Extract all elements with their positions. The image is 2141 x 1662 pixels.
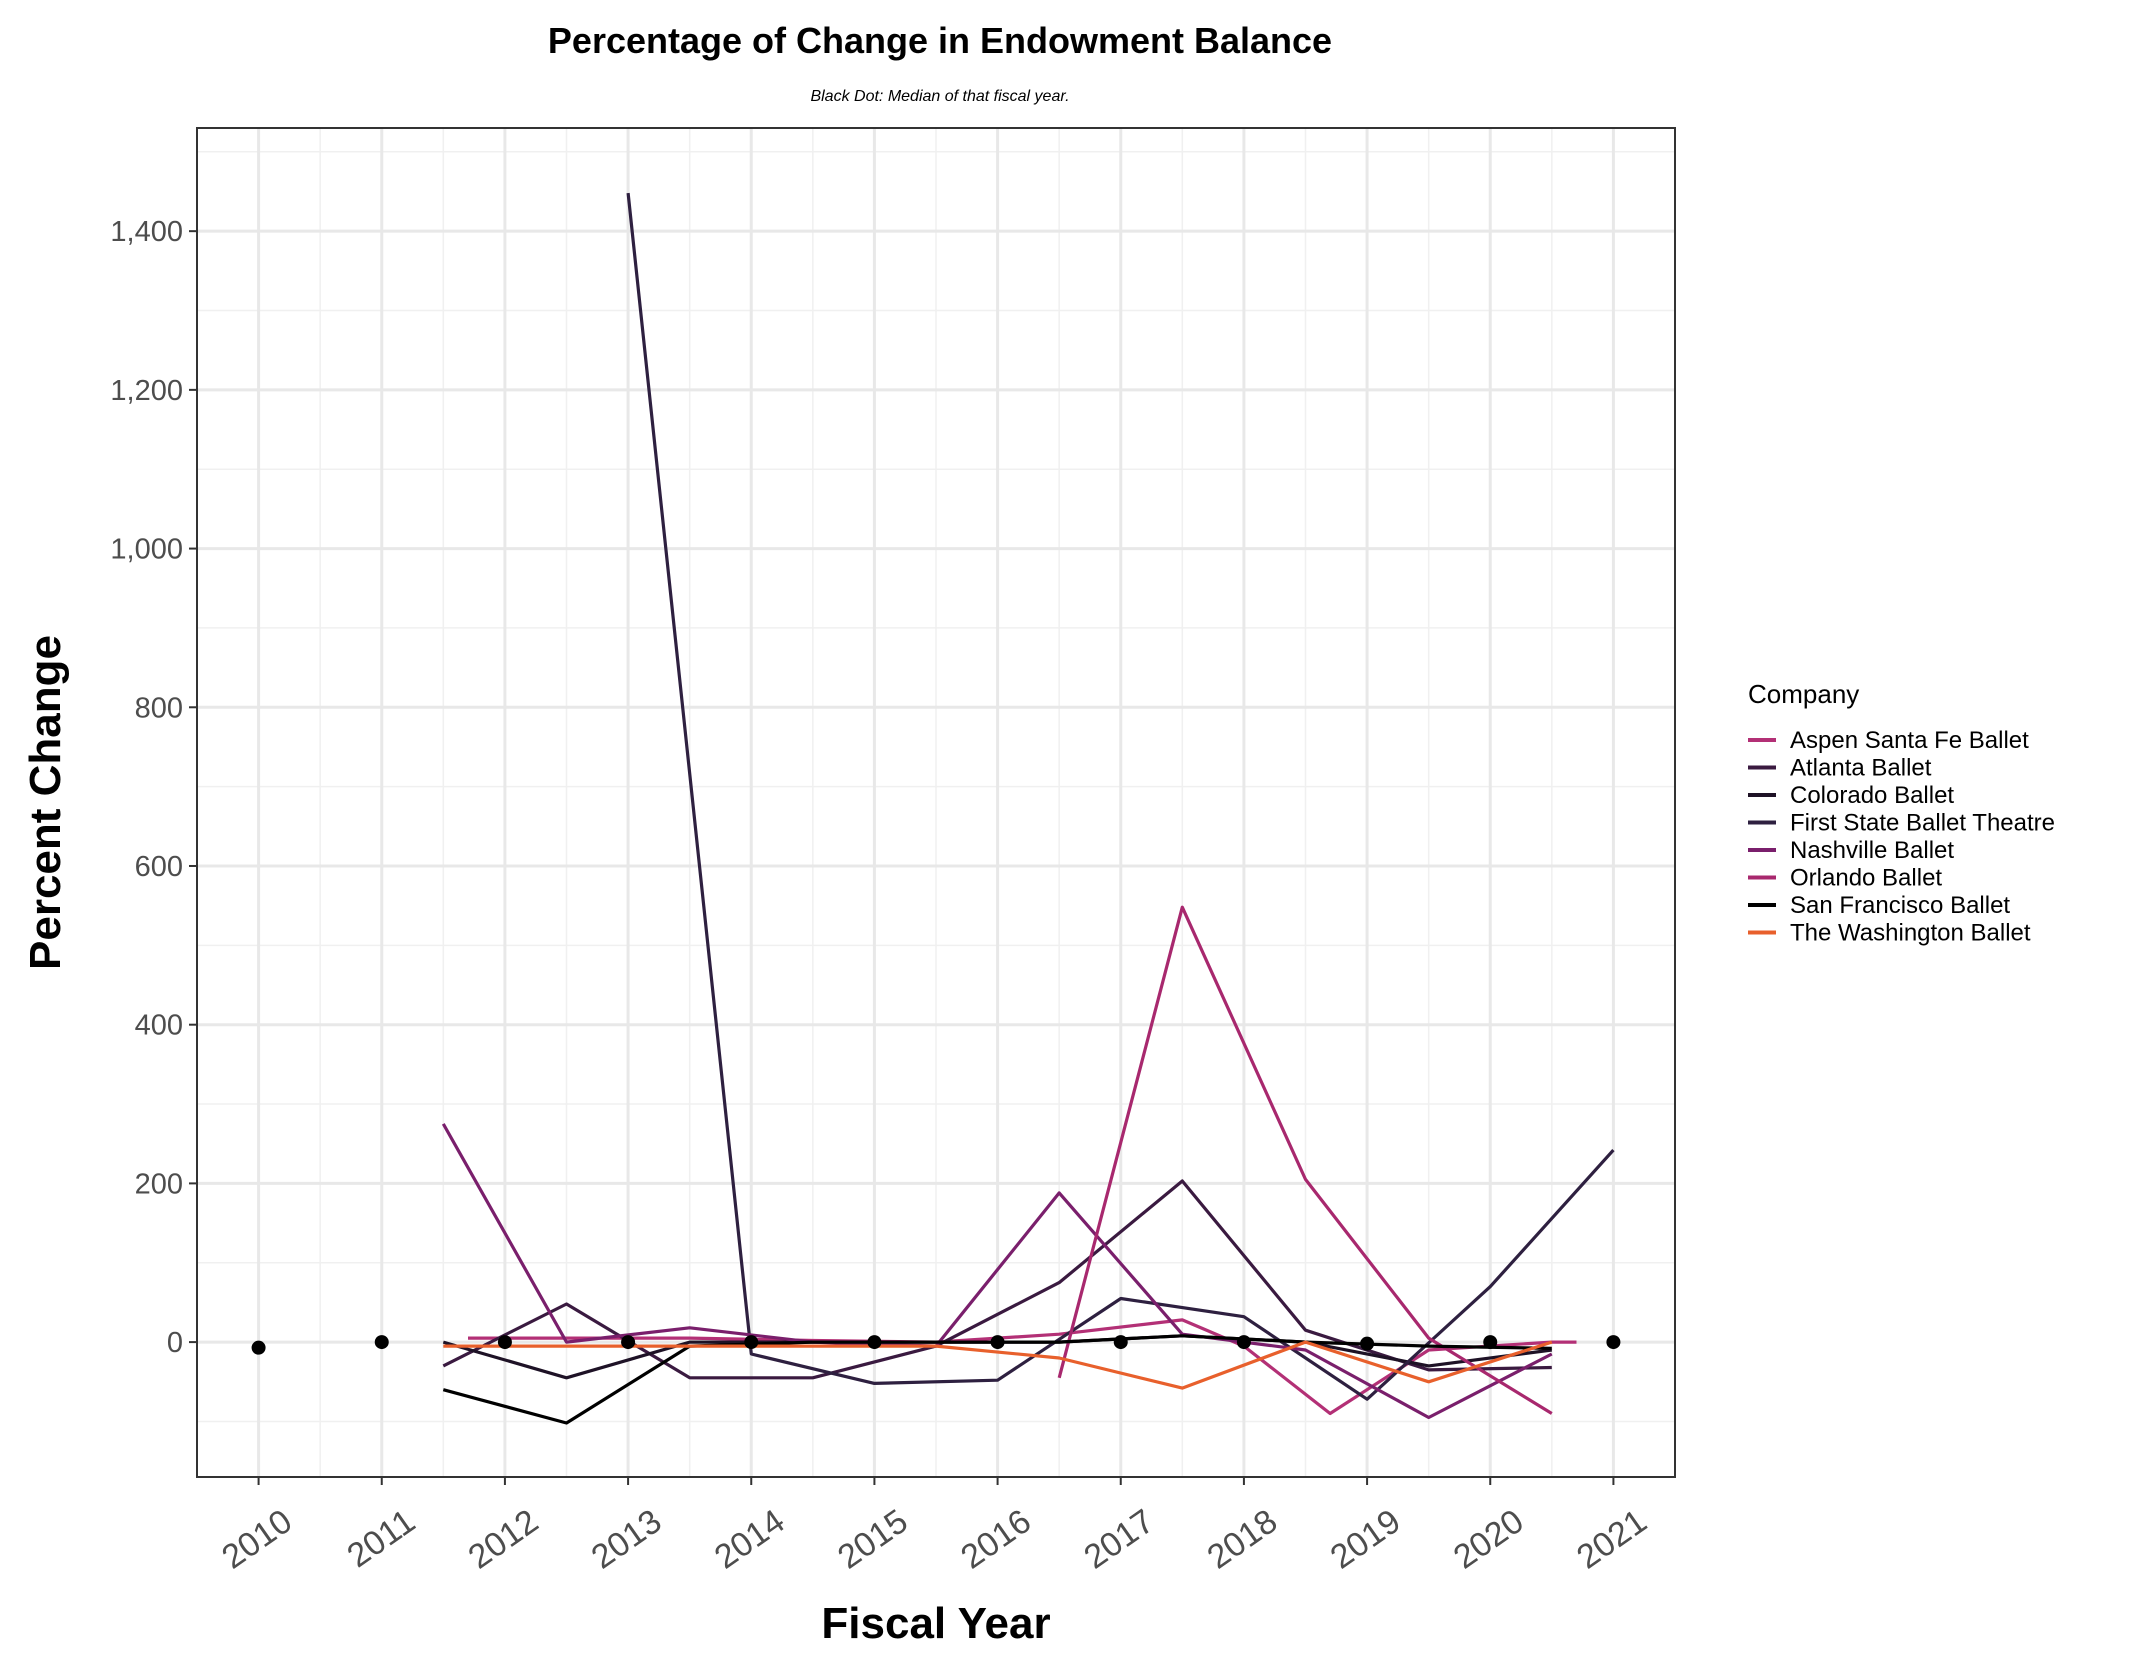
median-point [990,1335,1005,1350]
legend-label: Aspen Santa Fe Ballet [1790,727,2029,754]
chart-title: Percentage of Change in Endowment Balanc… [547,20,1333,61]
legend-label: Atlanta Ballet [1790,755,1932,782]
x-tick-label: 2017 [1077,1502,1161,1577]
y-tick-label: 1,400 [110,216,183,248]
x-tick-label: 2011 [340,1502,422,1575]
median-point [374,1335,389,1350]
y-tick-label: 1,200 [110,375,183,407]
series-line [441,1123,1553,1420]
y-tick-label: 800 [135,692,183,724]
y-axis-title: Percent Change [21,635,70,970]
x-tick-label: 2019 [1324,1502,1408,1577]
median-point [867,1335,882,1350]
y-tick-label: 0 [167,1327,183,1359]
x-tick-label: 2018 [1201,1502,1285,1577]
median-point [744,1335,759,1350]
series-line [626,192,1615,1401]
median-point [1606,1335,1621,1350]
x-tick-label: 2012 [462,1502,546,1577]
median-point [1236,1335,1251,1350]
y-tick-label: 1,000 [110,534,183,566]
x-tick-label: 2013 [585,1502,669,1577]
x-tick-label: 2010 [215,1502,299,1577]
legend-label: San Francisco Ballet [1790,892,2010,919]
chart-subtitle: Black Dot: Median of that fiscal year. [810,88,1070,105]
median-point [1113,1335,1128,1350]
x-tick-label: 2016 [954,1502,1038,1577]
y-tick-label: 200 [135,1168,183,1200]
median-point [1360,1336,1375,1351]
series-line [1057,905,1553,1415]
median-point [621,1335,636,1350]
x-tick-label: 2014 [708,1502,792,1577]
median-point [497,1335,512,1350]
legend-title: Company [1748,679,1859,709]
legend-label: Orlando Ballet [1790,865,1942,892]
median-point [1483,1335,1498,1350]
x-axis-title: Fiscal Year [821,1599,1050,1648]
legend-label: Nashville Ballet [1790,837,1954,864]
median-point [251,1340,266,1355]
y-tick-label: 600 [135,851,183,883]
legend-label: The Washington Ballet [1790,920,2031,947]
x-tick-label: 2021 [1570,1502,1654,1577]
series-line [468,1318,1577,1416]
y-tick-label: 400 [135,1010,183,1042]
x-tick-label: 2020 [1447,1502,1531,1577]
x-tick-label: 2015 [831,1502,915,1577]
legend-label: Colorado Ballet [1790,782,1954,809]
legend-label: First State Ballet Theatre [1790,810,2055,837]
plot-border [196,127,1676,1478]
